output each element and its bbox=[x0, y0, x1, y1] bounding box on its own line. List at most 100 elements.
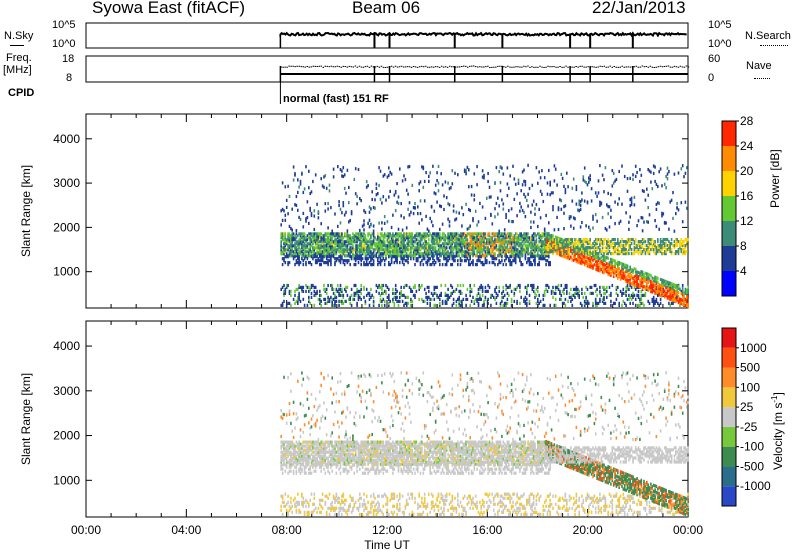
power-cell bbox=[472, 238, 474, 242]
power-cell bbox=[633, 203, 636, 207]
power-cell bbox=[651, 244, 654, 248]
power-cell bbox=[325, 257, 328, 261]
power-cell bbox=[629, 275, 631, 279]
power-cell bbox=[330, 263, 332, 267]
power-cell bbox=[560, 297, 563, 301]
power-cell bbox=[346, 238, 349, 242]
power-cell bbox=[338, 200, 340, 204]
power-cell bbox=[283, 252, 285, 256]
power-cell bbox=[499, 238, 502, 242]
power-cell bbox=[418, 182, 420, 186]
power-cell bbox=[346, 261, 349, 265]
power-cell bbox=[520, 205, 522, 209]
power-cell bbox=[561, 244, 564, 248]
power-cell bbox=[350, 212, 353, 216]
power-cell bbox=[563, 205, 565, 209]
power-cell bbox=[503, 252, 506, 256]
power-cell bbox=[297, 244, 299, 248]
power-cell bbox=[554, 235, 557, 239]
power-cell bbox=[350, 303, 353, 307]
power-cell bbox=[622, 299, 625, 303]
power-cell bbox=[383, 299, 386, 303]
power-cell bbox=[593, 240, 596, 244]
power-cell bbox=[549, 248, 551, 252]
power-cell bbox=[337, 232, 339, 236]
power-cell bbox=[550, 237, 553, 242]
power-cell bbox=[359, 250, 361, 254]
power-cell bbox=[426, 285, 429, 289]
power-cell bbox=[363, 209, 365, 213]
power-cell bbox=[534, 234, 536, 238]
power-cell bbox=[332, 291, 335, 295]
power-cell bbox=[561, 242, 564, 246]
power-colorbar-label-4: 20 bbox=[740, 164, 754, 178]
velocity-cell bbox=[290, 506, 292, 510]
power-cell bbox=[428, 295, 430, 299]
power-cell bbox=[325, 261, 328, 265]
power-cell bbox=[338, 242, 340, 246]
power-cell bbox=[510, 244, 513, 248]
power-cell bbox=[546, 246, 549, 250]
power-cell bbox=[324, 297, 327, 301]
power-cell bbox=[647, 276, 649, 280]
power-cell bbox=[557, 227, 560, 232]
power-cell bbox=[668, 285, 670, 289]
power-cell bbox=[404, 254, 407, 258]
power-cell bbox=[572, 244, 575, 248]
power-cell bbox=[543, 246, 546, 250]
power-cell bbox=[287, 263, 289, 267]
power-cell bbox=[459, 244, 462, 248]
power-cell bbox=[571, 293, 574, 297]
power-cell bbox=[606, 246, 608, 250]
power-cell bbox=[287, 232, 289, 236]
power-cell bbox=[604, 291, 607, 295]
power-cell bbox=[497, 232, 499, 236]
power-cell bbox=[556, 252, 558, 256]
power-cell bbox=[661, 184, 663, 188]
power-cell bbox=[597, 301, 600, 305]
power-cell bbox=[428, 285, 430, 289]
power-cell bbox=[659, 289, 662, 293]
power-cell bbox=[294, 236, 296, 240]
power-cell bbox=[469, 293, 471, 297]
power-cell bbox=[526, 301, 528, 305]
power-cell bbox=[575, 251, 578, 256]
power-cell bbox=[594, 250, 597, 254]
power-cell bbox=[675, 252, 677, 256]
velocity-cell bbox=[284, 463, 287, 467]
power-cell bbox=[468, 254, 470, 258]
power-cell bbox=[571, 297, 574, 301]
power-cell bbox=[323, 283, 325, 288]
power-cell bbox=[655, 276, 658, 280]
power-cell bbox=[348, 297, 350, 301]
power-cell bbox=[488, 195, 491, 199]
power-cell bbox=[381, 227, 383, 231]
power-cell bbox=[618, 275, 620, 279]
power-cell bbox=[401, 248, 404, 252]
power-cell bbox=[491, 257, 494, 261]
power-cell bbox=[641, 229, 644, 233]
power-cell bbox=[524, 301, 527, 305]
power-cell bbox=[378, 166, 380, 170]
power-cell bbox=[552, 234, 554, 238]
power-cell bbox=[372, 261, 375, 265]
power-cell bbox=[294, 238, 296, 242]
power-cell bbox=[643, 238, 645, 242]
power-cell bbox=[577, 240, 579, 244]
power-cell bbox=[681, 252, 684, 256]
power-cell bbox=[325, 252, 328, 256]
power-cell bbox=[281, 301, 284, 305]
power-cell bbox=[426, 234, 429, 238]
power-cell bbox=[509, 232, 511, 236]
power-cell bbox=[317, 238, 320, 242]
power-cell bbox=[426, 227, 429, 231]
power-cell bbox=[491, 232, 494, 236]
power-cell bbox=[590, 246, 593, 250]
velocity-cell bbox=[280, 450, 282, 454]
power-cell bbox=[375, 242, 378, 246]
power-cell bbox=[516, 192, 518, 196]
power-cell bbox=[294, 289, 296, 293]
power-cell bbox=[559, 251, 561, 255]
power-cell bbox=[295, 236, 298, 240]
power-cell bbox=[641, 242, 644, 246]
